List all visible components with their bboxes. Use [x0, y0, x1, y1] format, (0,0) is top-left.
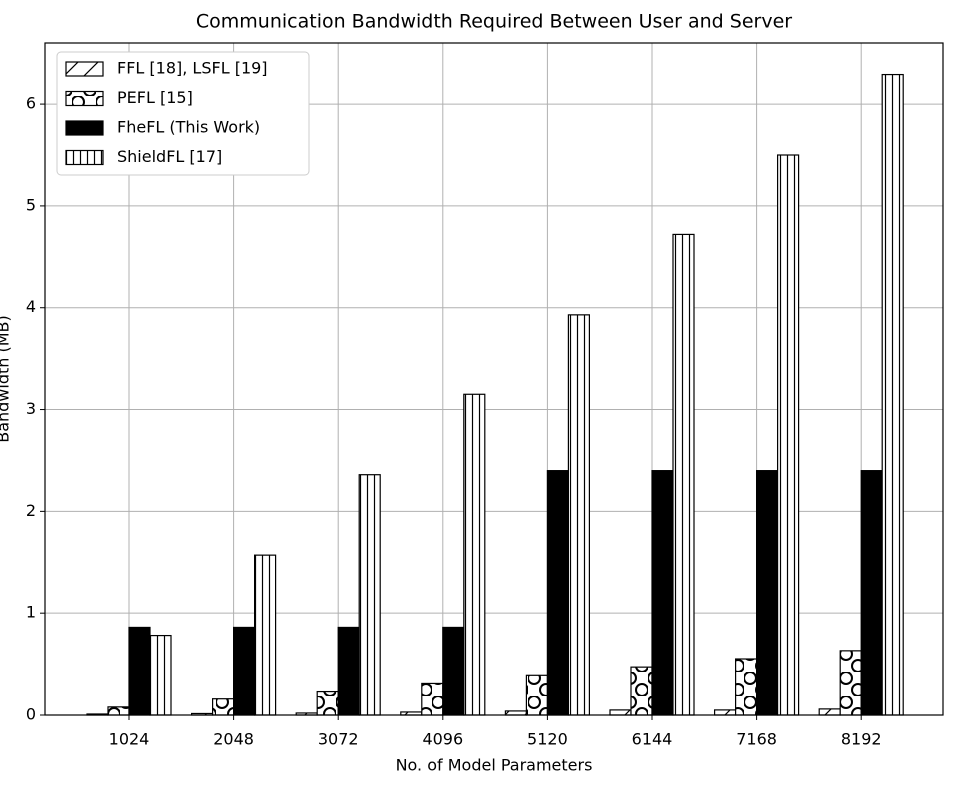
bar — [755, 470, 779, 716]
bar — [881, 73, 904, 716]
bar — [776, 154, 800, 716]
bar — [609, 709, 632, 716]
plot-frame — [44, 42, 944, 716]
bar — [504, 710, 527, 716]
y-tick-label: 5 — [26, 195, 36, 214]
bar — [463, 393, 486, 716]
y-tick-label: 6 — [26, 94, 36, 113]
legend-swatch — [65, 61, 104, 77]
x-tick-label: 3072 — [318, 730, 359, 749]
legend-label: PEFL [15] — [117, 88, 193, 107]
bar — [421, 682, 444, 716]
legend-swatch — [65, 120, 104, 136]
bar — [316, 690, 339, 716]
legend-label: ShieldFL [17] — [117, 147, 222, 166]
x-tick-label: 5120 — [527, 730, 568, 749]
bar — [546, 470, 570, 716]
bar — [860, 470, 883, 716]
x-tick-label: 1024 — [109, 730, 150, 749]
y-axis-label: Bandwidth (MB) — [0, 315, 13, 443]
x-tick-label: 7168 — [736, 730, 777, 749]
bar — [839, 650, 862, 716]
bar — [254, 554, 277, 716]
y-tick-label: 2 — [26, 501, 36, 520]
bar — [567, 314, 591, 716]
legend-swatch — [65, 90, 104, 107]
bar — [233, 626, 256, 716]
y-tick-label: 1 — [26, 603, 36, 622]
bar — [630, 666, 653, 716]
bar — [651, 470, 674, 716]
bar — [149, 634, 172, 716]
bar — [818, 708, 841, 716]
legend-label: FheFL (This Work) — [117, 118, 260, 137]
bar — [525, 674, 549, 716]
bar — [107, 706, 130, 716]
bar — [734, 658, 758, 716]
bar — [358, 474, 381, 716]
x-tick-label: 2048 — [213, 730, 254, 749]
y-tick-label: 0 — [26, 705, 36, 724]
y-tick-label: 4 — [26, 297, 36, 316]
bar — [128, 626, 151, 716]
legend-label: FFL [18], LSFL [19] — [117, 59, 268, 78]
x-tick-label: 6144 — [632, 730, 673, 749]
x-tick-label: 8192 — [841, 730, 882, 749]
y-tick-label: 3 — [26, 399, 36, 418]
bar — [442, 626, 465, 716]
chart-title: Communication Bandwidth Required Between… — [196, 11, 792, 33]
bar — [337, 626, 360, 716]
bar — [713, 709, 737, 716]
bar — [212, 698, 235, 716]
legend-swatch — [65, 149, 104, 166]
x-axis-label: No. of Model Parameters — [396, 756, 593, 775]
x-tick-label: 4096 — [422, 730, 463, 749]
legend-box — [56, 51, 310, 176]
bar — [672, 233, 695, 716]
